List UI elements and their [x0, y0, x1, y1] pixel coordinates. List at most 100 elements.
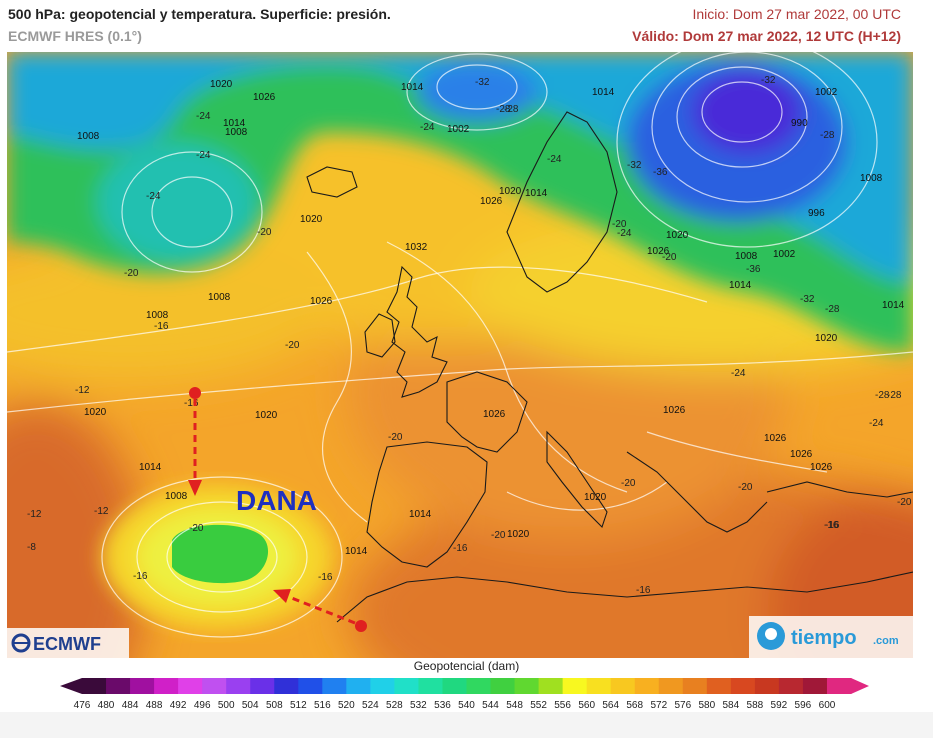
- pressure-label: 990: [791, 118, 808, 129]
- pressure-label: 1020: [255, 410, 278, 421]
- scale-swatch: [322, 678, 347, 694]
- scale-swatch: [274, 678, 299, 694]
- pressure-label: 1014: [223, 118, 246, 129]
- pressure-label: 1002: [773, 249, 796, 260]
- pressure-label: 1020: [499, 186, 522, 197]
- isobar: [101, 476, 343, 638]
- scale-swatch: [82, 678, 107, 694]
- isobar: [7, 266, 708, 353]
- isobar: [406, 53, 548, 131]
- coastline-france: [446, 371, 528, 453]
- temperature-label: -20: [257, 227, 272, 238]
- temperature-label: -16: [825, 520, 840, 531]
- temperature-label: -32: [627, 160, 642, 171]
- pressure-label: 996: [808, 208, 825, 219]
- footer-band: [0, 712, 933, 738]
- isobar: [646, 431, 828, 473]
- scale-tick-label: 576: [674, 700, 691, 711]
- pressure-label: 1026: [483, 409, 506, 420]
- scale-tick-label: 560: [578, 700, 595, 711]
- field-greenland-cyan: [97, 142, 257, 262]
- arrow-north-head: [188, 480, 202, 496]
- coastlines: [306, 111, 913, 623]
- scale-tick-label: 488: [146, 700, 163, 711]
- scale-swatch: [346, 678, 371, 694]
- scale-swatch: [730, 678, 756, 694]
- pressure-label: 1026: [647, 246, 670, 257]
- valid-time: Válido: Dom 27 mar 2022, 12 UTC (H+12): [632, 28, 901, 44]
- tiempo-logo-suffix: .com: [873, 635, 899, 647]
- isobar: [436, 64, 518, 110]
- temperature-label: -24: [420, 122, 435, 133]
- scale-swatch: [130, 678, 155, 694]
- scale-swatch: [802, 678, 828, 694]
- scale-tick-label: 536: [434, 700, 451, 711]
- scale-swatch: [514, 678, 540, 694]
- scale-tick-label: 496: [194, 700, 211, 711]
- scale-tick-label: 572: [650, 700, 667, 711]
- isobar: [166, 521, 278, 593]
- pressure-label: 1002: [447, 124, 470, 135]
- tiempo-logo-icon-hole: [765, 628, 777, 640]
- scale-swatch: [562, 678, 588, 694]
- pressure-label: 1014: [592, 87, 615, 98]
- temperature-label: -24: [196, 150, 211, 161]
- scale-tick-label: 548: [506, 700, 523, 711]
- temperature-label: -16: [184, 398, 199, 409]
- scale-tick-label: 500: [218, 700, 235, 711]
- pressure-label: 1026: [480, 196, 503, 207]
- pressure-label: 1032: [405, 242, 428, 253]
- scale-swatch: [442, 678, 467, 694]
- scale-swatch: [370, 678, 395, 694]
- temperature-label: -20: [662, 252, 677, 263]
- scale-tick-label: 516: [314, 700, 331, 711]
- coastline-turkey: [766, 481, 913, 498]
- pressure-label: 1014: [525, 188, 548, 199]
- arrow-origin-south: [355, 620, 367, 632]
- temperature-label: -24: [196, 111, 211, 122]
- temperature-label: -24: [731, 368, 746, 379]
- temperature-label: -28: [820, 130, 835, 141]
- tiempo-logo: tiempo .com: [749, 616, 913, 658]
- scale-tick-label: 540: [458, 700, 475, 711]
- temperature-label: -8: [27, 542, 36, 553]
- pressure-label: 1008: [860, 173, 883, 184]
- pressure-label: 1020: [300, 214, 323, 225]
- scale-swatch: [298, 678, 323, 694]
- pressure-label: 1008: [146, 310, 169, 321]
- scale-swatch: [490, 678, 516, 694]
- scale-swatch: [154, 678, 179, 694]
- temperature-label: -20: [189, 523, 204, 534]
- pressure-label: 1014: [345, 546, 368, 557]
- temperature-label: -36: [746, 264, 761, 275]
- init-time: Inicio: Dom 27 mar 2022, 00 UTC: [692, 6, 901, 22]
- pressure-label: 1014: [882, 300, 905, 311]
- coastline-iceland: [306, 166, 358, 198]
- pressure-label: 1002: [815, 87, 838, 98]
- pressure-label: 1020: [584, 492, 607, 503]
- isobars: [7, 52, 913, 638]
- isobar: [616, 52, 878, 248]
- scale-swatch: [394, 678, 419, 694]
- scale-swatch: [418, 678, 443, 694]
- weather-map[interactable]: 1020 1026 1014 1008 1008 1014 1002 1014 …: [7, 52, 913, 658]
- temperature-label: -28: [504, 104, 519, 115]
- legend-title: Geopotencial (dam): [413, 659, 520, 673]
- temperature-label: -12: [75, 385, 90, 396]
- temperature-label: -20: [621, 478, 636, 489]
- coastline-uk: [386, 265, 448, 398]
- scale-tick-label: 552: [530, 700, 547, 711]
- temperature-label: -36: [653, 167, 668, 178]
- pressure-label: 1020: [815, 333, 838, 344]
- temperature-label: -20: [388, 432, 403, 443]
- temperature-label: -28: [875, 390, 890, 401]
- scale-tick-label: 528: [386, 700, 403, 711]
- isobar: [121, 151, 263, 273]
- scale-right-arrow: [851, 678, 869, 694]
- scale-swatch: [706, 678, 732, 694]
- scale-tick-label: 508: [266, 700, 283, 711]
- temperature-label: -16: [453, 543, 468, 554]
- isobar: [676, 66, 808, 168]
- scale-tick-label: 532: [410, 700, 427, 711]
- pressure-label: 1026: [764, 433, 787, 444]
